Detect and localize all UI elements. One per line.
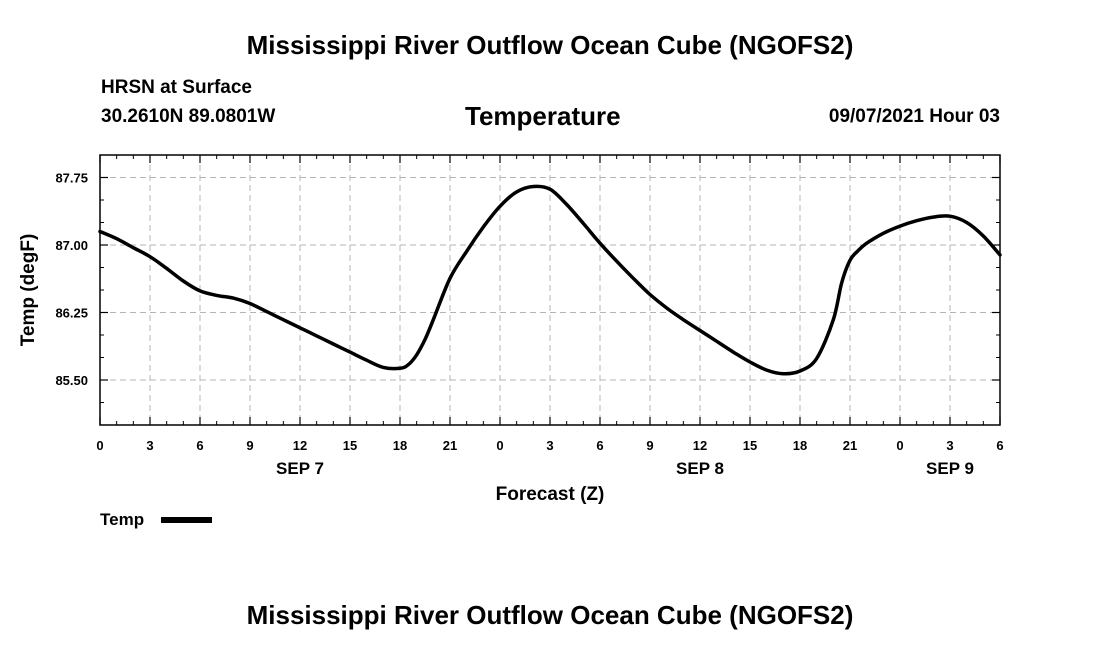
y-tick-label: 87.00 — [55, 238, 88, 253]
chart-main-title: Mississippi River Outflow Ocean Cube (NG… — [246, 30, 854, 60]
x-tick-label: 18 — [793, 438, 807, 453]
x-tick-label: 0 — [96, 438, 103, 453]
x-tick-label: 3 — [146, 438, 153, 453]
chart-footer-title: Mississippi River Outflow Ocean Cube (NG… — [246, 600, 854, 630]
legend-label: Temp — [100, 510, 145, 529]
x-tick-label: 15 — [743, 438, 757, 453]
y-tick-label: 86.25 — [55, 306, 88, 321]
x-tick-label: 18 — [393, 438, 407, 453]
variable-title: Temperature — [465, 101, 621, 131]
coordinates-label: 30.2610N 89.0801W — [101, 106, 276, 127]
x-tick-label: 9 — [646, 438, 653, 453]
date-label: SEP 7 — [276, 459, 324, 478]
x-tick-label: 15 — [343, 438, 357, 453]
y-tick-label: 85.50 — [55, 373, 88, 388]
x-tick-label: 9 — [246, 438, 253, 453]
x-tick-label: 12 — [293, 438, 307, 453]
series-line-temp — [98, 184, 1002, 376]
x-tick-label: 21 — [843, 438, 857, 453]
axis-labels: 0 3 6 9 12 15 18 21 0 3 6 9 12 15 18 21 0 3 6 SEP 7 SEP 8 SEP… — [18, 171, 1004, 506]
date-label: SEP 9 — [926, 459, 974, 478]
x-axis-title: Forecast (Z) — [496, 484, 605, 505]
y-tick-label: 87.75 — [55, 171, 88, 186]
y-axis-title: Temp (degF) — [18, 234, 39, 347]
x-tick-label: 6 — [596, 438, 603, 453]
date-label: SEP 8 — [676, 459, 724, 478]
x-tick-label: 12 — [693, 438, 707, 453]
axis-ticks — [99, 154, 1001, 426]
legend-swatch — [161, 517, 212, 523]
x-tick-label: 3 — [946, 438, 953, 453]
series-layer — [98, 184, 1002, 376]
grid-lines — [100, 155, 1000, 425]
forecast-datetime: 09/07/2021 Hour 03 — [828, 106, 1000, 127]
station-label: HRSN at Surface — [101, 77, 252, 98]
x-tick-label: 0 — [496, 438, 503, 453]
x-tick-label: 21 — [443, 438, 457, 453]
x-tick-label: 3 — [546, 438, 553, 453]
x-tick-label: 6 — [196, 438, 203, 453]
x-tick-label: 6 — [996, 438, 1003, 453]
x-tick-label: 0 — [896, 438, 903, 453]
